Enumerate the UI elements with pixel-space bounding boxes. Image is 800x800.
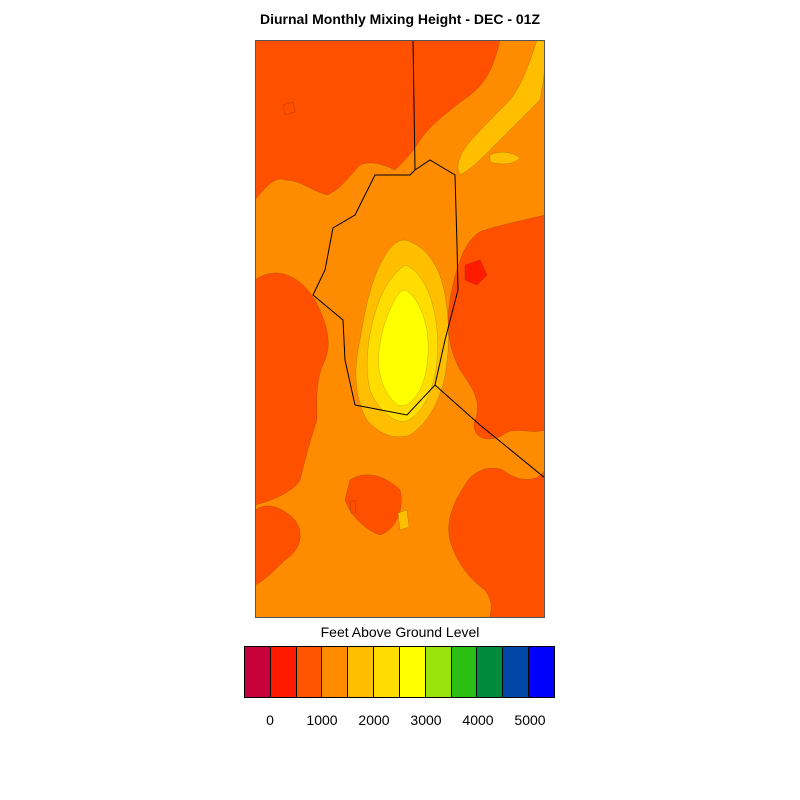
colorbar-swatch <box>348 647 375 697</box>
contour-spot-3 <box>349 499 357 515</box>
colorbar-swatch <box>322 647 349 697</box>
contour-low-center-bottom <box>344 474 402 536</box>
colorbar-swatch <box>296 647 323 697</box>
contour-map-svg <box>255 40 545 618</box>
contour-spot-2 <box>397 509 410 531</box>
colorbar-swatch <box>529 647 554 697</box>
colorbar-swatch <box>503 647 530 697</box>
colorbar-swatch <box>425 647 452 697</box>
colorbar-swatch <box>270 647 297 697</box>
contour-low-left <box>255 272 329 506</box>
colorbar-tick-label: 1000 <box>306 712 338 728</box>
contour-low-bottom-left <box>255 505 301 586</box>
contour-peak-center <box>378 289 429 406</box>
contour-mid-right-blob <box>489 151 521 165</box>
colorbar-swatch <box>477 647 504 697</box>
map-title: Diurnal Monthly Mixing Height - DEC - 01… <box>260 11 540 27</box>
colorbar-swatch <box>245 647 271 697</box>
colorbar <box>244 646 555 698</box>
colorbar-tick-label: 5000 <box>514 712 546 728</box>
colorbar-tick-label: 2000 <box>358 712 390 728</box>
contour-low-bottom-right <box>448 467 545 618</box>
contour-spot-1 <box>282 101 296 116</box>
colorbar-swatch <box>399 647 426 697</box>
contour-mid-top-right <box>457 40 545 176</box>
boundary-line <box>312 40 459 416</box>
map-border <box>255 40 545 618</box>
legend-title: Feet Above Ground Level <box>320 624 480 640</box>
contour-min-spot <box>464 259 488 286</box>
colorbar-swatch <box>451 647 478 697</box>
colorbar-tick-label: 4000 <box>462 712 494 728</box>
contour-low-top <box>255 40 501 201</box>
colorbar-tick-label: 0 <box>266 712 274 728</box>
mixing-height-map <box>255 40 545 618</box>
colorbar-tick-label: 3000 <box>410 712 442 728</box>
colorbar-swatch <box>374 647 400 697</box>
boundary-line-southeast <box>434 384 545 479</box>
